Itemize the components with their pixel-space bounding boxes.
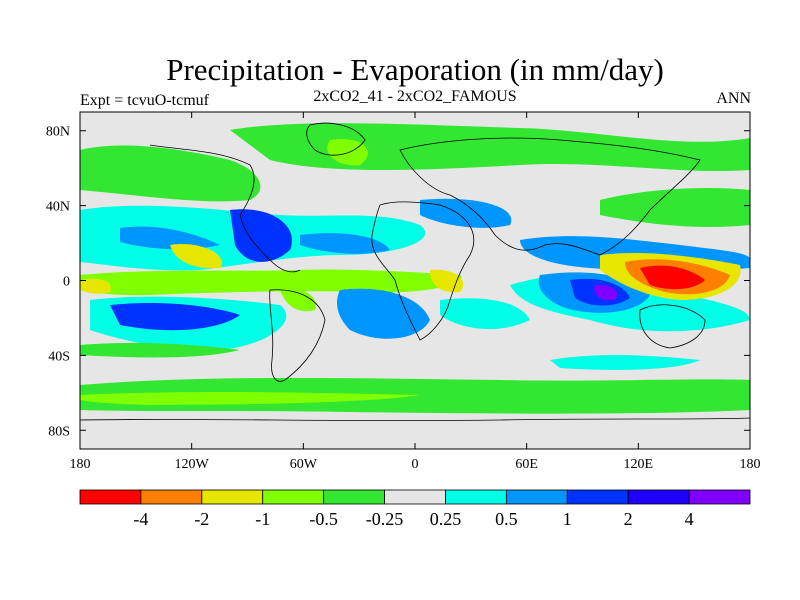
lon-tick-label: 60E — [515, 457, 538, 472]
contour-fill — [80, 145, 261, 202]
lat-tick-label: 40S — [48, 349, 70, 364]
contour-fill — [600, 188, 750, 227]
lon-tick-label: 60W — [290, 457, 318, 472]
colorbar-swatch — [566, 489, 629, 505]
contour-fill — [280, 288, 316, 312]
colorbar-label: 0.25 — [430, 509, 462, 529]
contour-fill — [80, 278, 111, 294]
colorbar-label: -1 — [255, 509, 270, 529]
coastlines — [80, 122, 750, 421]
contour-fill — [110, 303, 240, 331]
colorbar: -4 -2 -1 -0.5 -0.25 0.25 0.5 1 2 4 — [79, 489, 751, 529]
colorbar-label: 1 — [563, 509, 572, 529]
colorbar-swatch — [79, 489, 142, 505]
colorbar-swatch — [323, 489, 385, 505]
lat-tick-label: 0 — [63, 275, 70, 290]
lon-tick-label: 180 — [740, 457, 761, 472]
colorbar-swatch — [140, 489, 203, 505]
contour-fill — [80, 377, 750, 414]
colorbar-swatch — [384, 489, 446, 505]
season-label: ANN — [716, 90, 751, 107]
map-plot — [79, 111, 751, 450]
contour-fill — [230, 209, 292, 262]
colorbar-label: 2 — [624, 509, 633, 529]
contour-fill — [80, 391, 420, 405]
contour-fill — [440, 298, 530, 330]
latitude-axis: 80N 40N 0 40S 80S — [46, 125, 750, 439]
contour-fill — [170, 244, 222, 269]
colorbar-swatch — [505, 489, 568, 505]
lon-tick-label: 120E — [624, 457, 654, 472]
colorbar-label: -0.25 — [366, 509, 404, 529]
colorbar-label: -4 — [133, 509, 148, 529]
colorbar-label: -2 — [194, 509, 209, 529]
longitude-axis: 180 120W 60W 0 60E 120E 180 — [70, 112, 761, 472]
lon-tick-label: 120W — [175, 457, 210, 472]
lon-tick-label: 180 — [70, 457, 91, 472]
contour-fill — [327, 139, 369, 166]
contour-fill — [120, 226, 220, 250]
lon-tick-label: 0 — [412, 457, 419, 472]
contour-fill — [594, 284, 618, 301]
colorbar-swatch — [262, 489, 325, 505]
contour-fill — [80, 269, 462, 296]
lat-tick-label: 80N — [46, 125, 70, 140]
colorbar-swatch — [445, 489, 507, 505]
contour-fill — [550, 355, 700, 370]
contour-fill — [337, 288, 430, 339]
contour-fill — [300, 233, 390, 254]
colorbar-swatch — [627, 489, 690, 505]
colorbar-swatch — [688, 489, 751, 505]
colorbar-swatch — [201, 489, 264, 505]
chart-title: Precipitation - Evaporation (in mm/day) — [166, 52, 664, 87]
experiment-label: Expt = tcvuO-tcmuf — [80, 92, 209, 109]
lat-tick-label: 40N — [46, 200, 70, 215]
colorbar-label: -0.5 — [309, 509, 338, 529]
colorbar-label: 0.5 — [495, 509, 518, 529]
colorbar-label: 4 — [685, 509, 694, 529]
comparison-label: 2xCO2_41 - 2xCO2_FAMOUS — [313, 88, 517, 105]
lat-tick-label: 80S — [48, 424, 70, 439]
contour-fill — [640, 265, 705, 290]
contour-fill — [80, 342, 240, 358]
